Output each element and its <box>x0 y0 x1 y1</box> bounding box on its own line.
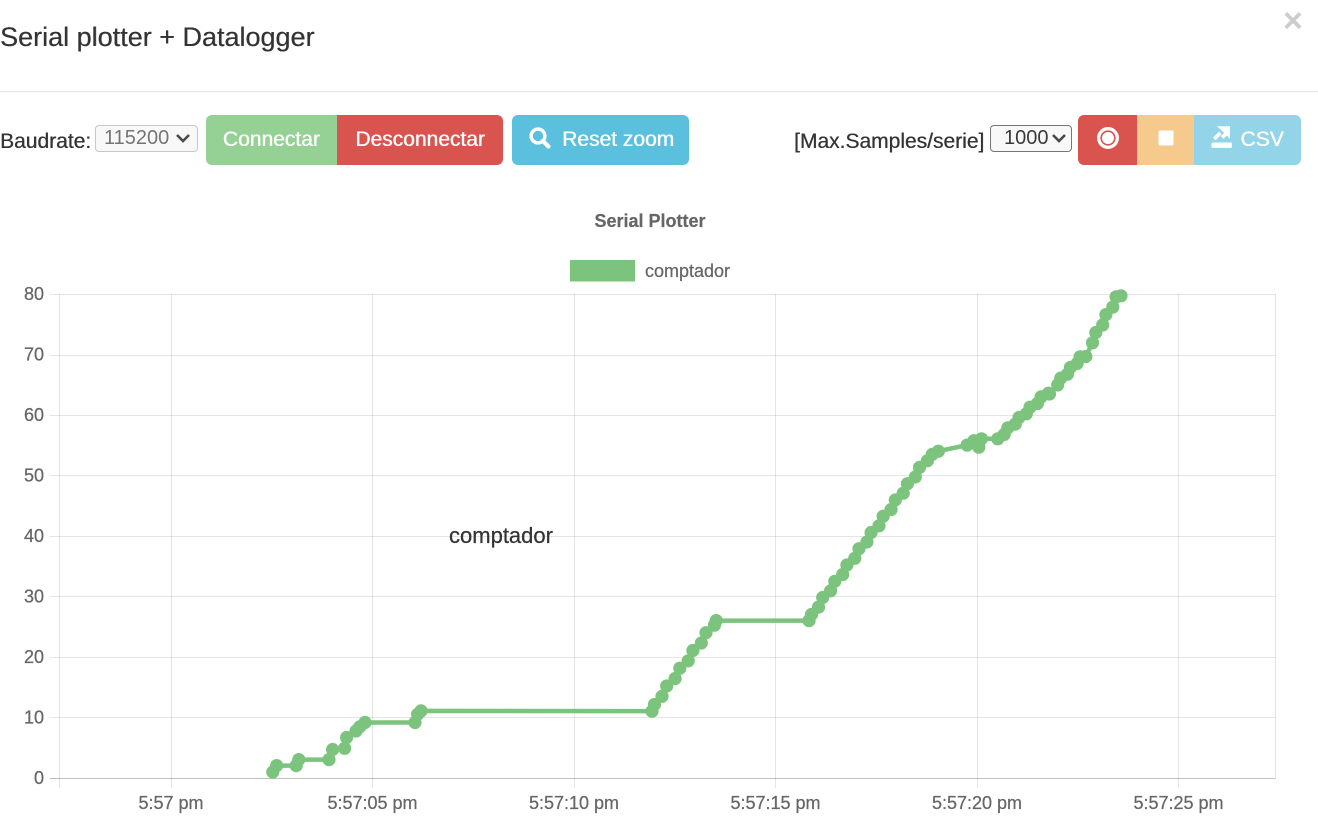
svg-text:Serial Plotter: Serial Plotter <box>594 211 705 231</box>
svg-text:comptador: comptador <box>645 261 730 281</box>
svg-text:5:57:10 pm: 5:57:10 pm <box>529 793 619 813</box>
svg-text:20: 20 <box>24 647 44 667</box>
svg-text:60: 60 <box>24 405 44 425</box>
svg-text:50: 50 <box>24 465 44 485</box>
svg-text:30: 30 <box>24 586 44 606</box>
svg-text:5:57 pm: 5:57 pm <box>138 793 203 813</box>
svg-text:0: 0 <box>34 768 44 788</box>
svg-text:70: 70 <box>24 345 44 365</box>
svg-text:80: 80 <box>24 284 44 304</box>
svg-text:comptador: comptador <box>449 523 553 548</box>
svg-text:5:57:15 pm: 5:57:15 pm <box>730 793 820 813</box>
svg-text:5:57:20 pm: 5:57:20 pm <box>932 793 1022 813</box>
svg-text:40: 40 <box>24 526 44 546</box>
svg-text:10: 10 <box>24 707 44 727</box>
svg-text:5:57:25 pm: 5:57:25 pm <box>1133 793 1223 813</box>
svg-text:5:57:05 pm: 5:57:05 pm <box>327 793 417 813</box>
